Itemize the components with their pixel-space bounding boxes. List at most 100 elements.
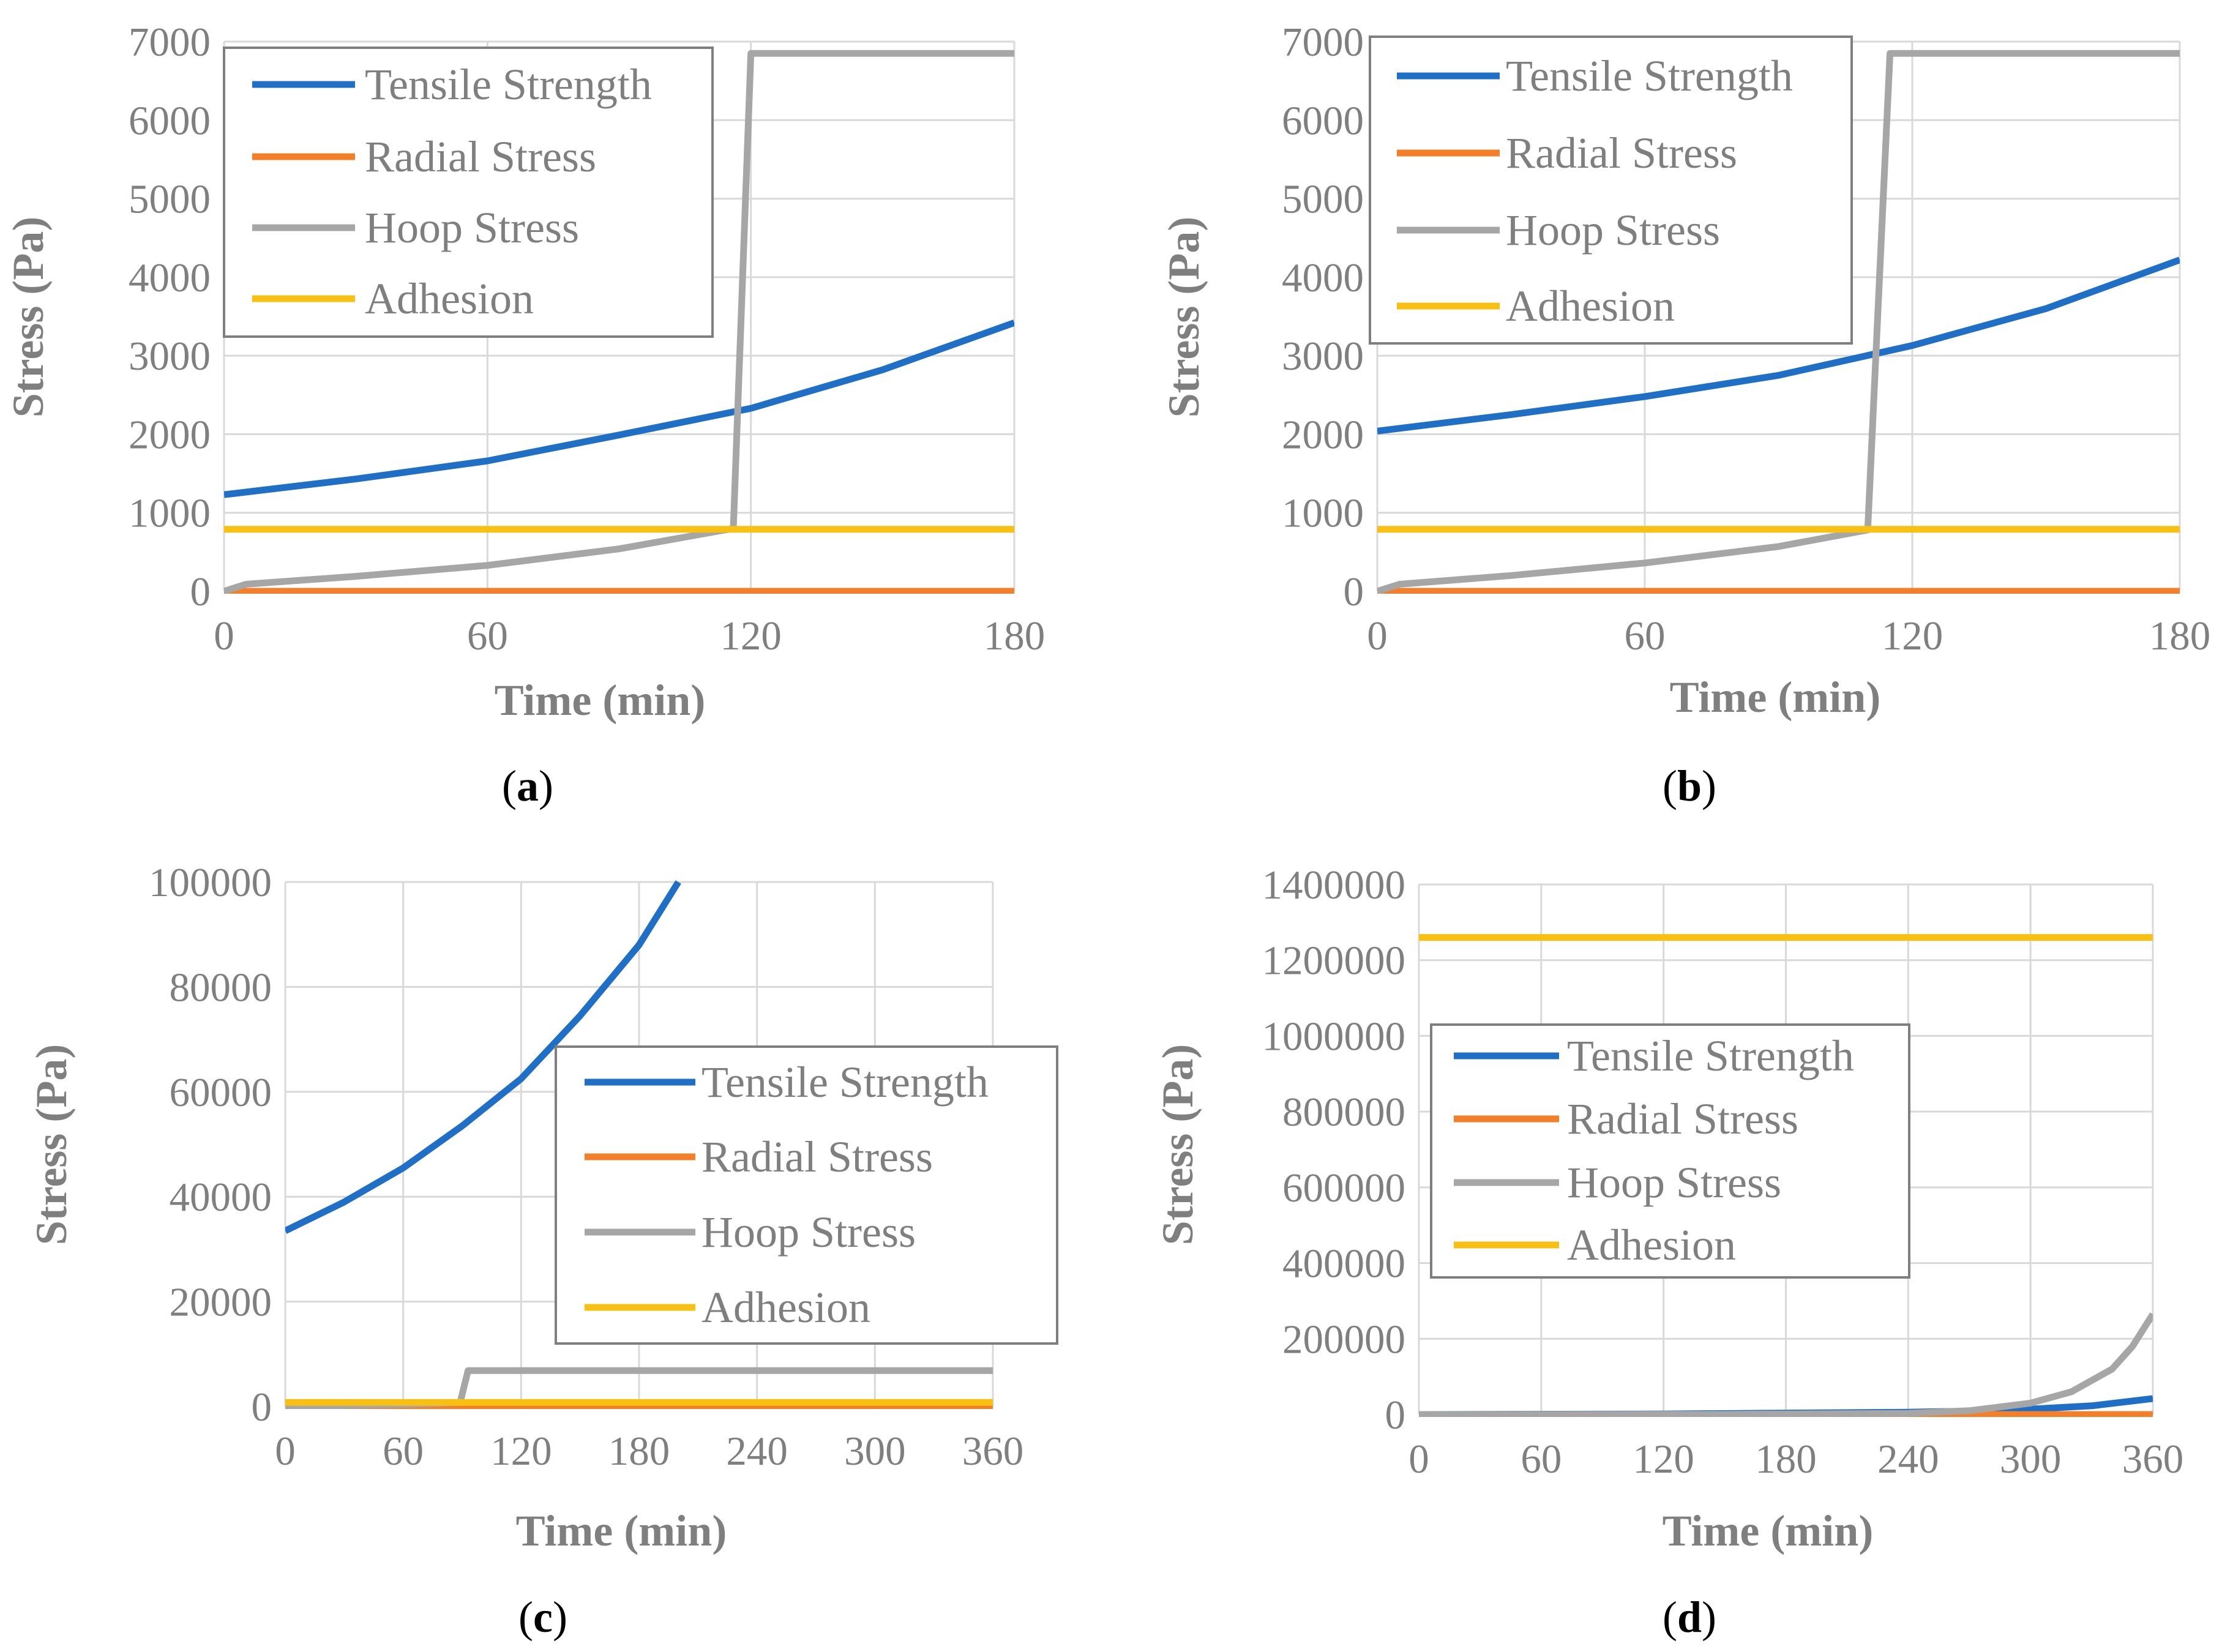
series-tensile-strength: [224, 320, 1014, 498]
legend: Tensile Strength Radial Stress Hoop Stress…: [555, 1045, 1058, 1345]
legend-label: Hoop Stress: [1567, 1158, 1781, 1207]
legend-label: Radial Stress: [365, 132, 596, 181]
chart-b: 0 1000 2000 3000 4000 5000 6000 7000 0 60 120 180 Ti…: [1159, 20, 2210, 810]
y-axis-title: Stress (Pa): [4, 217, 53, 418]
legend-label: Radial Stress: [1506, 129, 1737, 178]
x-tick-label: 0: [214, 613, 234, 659]
series-lines: [1377, 50, 2180, 594]
y-tick-label: 1400000: [1262, 862, 1406, 908]
y-tick-label: 60000: [170, 1070, 272, 1115]
x-tick-label: 180: [2149, 613, 2211, 659]
legend-label: Adhesion: [701, 1283, 870, 1332]
x-tick-label: 180: [608, 1429, 670, 1474]
legend-label: Adhesion: [1506, 282, 1675, 331]
series-hoop-stress: [1419, 1312, 2153, 1417]
x-axis-title: Time (min): [1670, 673, 1881, 722]
x-tick-label: 0: [1367, 613, 1388, 659]
legend-label: Tensile Strength: [701, 1058, 989, 1107]
y-tick-label: 0: [252, 1385, 272, 1430]
x-tick-label: 60: [1521, 1437, 1562, 1482]
legend-box: [1369, 36, 1853, 345]
x-tick-label: 120: [720, 613, 782, 659]
legend-label: Hoop Stress: [365, 203, 579, 252]
y-tick-label: 5000: [1282, 177, 1364, 222]
legend: Tensile Strength Radial Stress Hoop Stress…: [1369, 36, 1853, 345]
series-hoop-stress: [224, 50, 1014, 594]
y-tick-label: 7000: [1282, 20, 1364, 65]
y-tick-label: 1000: [1282, 491, 1364, 536]
legend-label: Tensile Strength: [365, 60, 652, 109]
legend-box: [555, 1045, 1058, 1345]
x-tick-label: 240: [726, 1429, 788, 1474]
y-tick-label: 40000: [170, 1175, 272, 1220]
y-axis-title: Stress (Pa): [1159, 217, 1208, 418]
y-tick-label: 2000: [1282, 412, 1364, 457]
legend-label: Tensile Strength: [1567, 1031, 1854, 1080]
legend-label: Radial Stress: [1567, 1094, 1798, 1143]
series-tensile-strength: [285, 880, 681, 1234]
panel-caption: (a): [502, 761, 553, 810]
x-tick-label: 120: [1633, 1437, 1694, 1482]
x-tick-label: 60: [1625, 613, 1666, 659]
y-tick-label: 400000: [1282, 1241, 1405, 1287]
y-tick-label: 0: [1385, 1392, 1406, 1438]
x-tick-label: 120: [490, 1429, 552, 1474]
y-tick-label: 1000000: [1262, 1014, 1406, 1059]
x-tick-label: 180: [1755, 1437, 1817, 1482]
y-tick-label: 3000: [129, 334, 211, 379]
y-tick-label: 800000: [1282, 1089, 1405, 1135]
x-tick-label: 120: [1882, 613, 1943, 659]
panel-caption: (c): [518, 1593, 567, 1642]
y-tick-label: 6000: [129, 98, 211, 143]
x-axis-title: Time (min): [495, 676, 706, 725]
y-tick-label: 80000: [170, 965, 272, 1010]
series-lines: [224, 50, 1014, 594]
chart-c: 0 20000 40000 60000 80000 100000 0 60 120 180 240 3…: [27, 860, 1058, 1642]
legend-label: Hoop Stress: [1506, 206, 1720, 255]
x-tick-label: 0: [1408, 1437, 1429, 1482]
x-tick-label: 240: [1877, 1437, 1939, 1482]
y-tick-label: 6000: [1282, 98, 1364, 143]
x-tick-label: 300: [2000, 1437, 2062, 1482]
y-tick-label: 200000: [1282, 1317, 1405, 1362]
x-tick-label: 60: [383, 1429, 424, 1474]
legend: Tensile Strength Radial Stress Hoop Stress…: [223, 47, 714, 338]
y-tick-label: 1200000: [1262, 938, 1406, 984]
series-hoop-stress: [1377, 50, 2180, 594]
y-tick-label: 2000: [129, 412, 211, 457]
y-tick-label: 1000: [129, 491, 211, 536]
series-lines: [1419, 934, 2153, 1417]
y-tick-label: 3000: [1282, 334, 1364, 379]
panel-caption: (b): [1663, 761, 1716, 810]
x-axis-title: Time (min): [1663, 1506, 1874, 1555]
y-tick-label: 5000: [129, 177, 211, 222]
x-tick-label: 300: [844, 1429, 906, 1474]
series-lines: [285, 880, 993, 1409]
x-tick-label: 360: [2122, 1437, 2184, 1482]
x-tick-label: 0: [275, 1429, 296, 1474]
legend-label: Adhesion: [1567, 1220, 1736, 1269]
panel-caption: (d): [1663, 1593, 1716, 1642]
legend-label: Radial Stress: [701, 1132, 933, 1181]
y-tick-label: 0: [190, 569, 211, 615]
chart-d: 0 200000 400000 600000 800000 1000000 1200000 1…: [1153, 862, 2183, 1642]
chart-a: 0 1000 2000 3000 4000 5000 6000 7000 0 60 120 180 Ti…: [4, 20, 1045, 810]
y-tick-label: 0: [1344, 569, 1364, 615]
x-tick-label: 360: [962, 1429, 1024, 1474]
y-axis-title: Stress (Pa): [27, 1044, 76, 1246]
series-tensile-strength: [1377, 256, 2180, 435]
y-tick-label: 100000: [149, 860, 272, 905]
y-tick-label: 600000: [1282, 1165, 1405, 1211]
legend-box: [223, 47, 714, 338]
legend: Tensile Strength Radial Stress Hoop Stress…: [1430, 1023, 1910, 1279]
legend-label: Adhesion: [365, 274, 534, 323]
y-tick-label: 4000: [1282, 255, 1364, 301]
legend-label: Tensile Strength: [1506, 51, 1793, 100]
x-tick-label: 60: [467, 613, 508, 659]
legend-label: Hoop Stress: [701, 1208, 916, 1257]
y-axis-title: Stress (Pa): [1153, 1044, 1202, 1246]
x-axis-title: Time (min): [516, 1506, 727, 1555]
y-tick-label: 20000: [170, 1280, 272, 1325]
y-tick-label: 4000: [129, 255, 211, 301]
